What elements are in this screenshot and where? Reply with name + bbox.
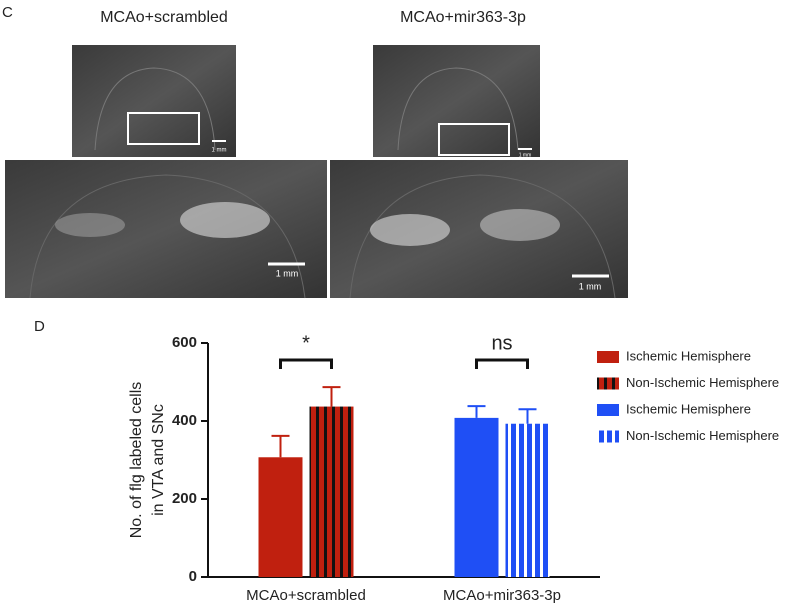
tissue-outline: [94, 67, 216, 151]
legend-swatch: [597, 351, 619, 363]
roi-box: [438, 123, 510, 156]
scale-label: 1 mm: [579, 281, 602, 291]
significance-label: *: [302, 332, 310, 354]
x-tick-label: MCAo+mir363-3p: [443, 587, 561, 604]
y-tick-label: 0: [189, 568, 197, 585]
labeled-cells: [480, 209, 560, 241]
significance-bracket: [475, 358, 529, 369]
bar: [505, 423, 550, 577]
y-tick-label: 200: [172, 490, 197, 507]
bar: [258, 457, 303, 577]
bar: [309, 406, 354, 577]
legend-label: Ischemic Hemisphere: [626, 348, 751, 363]
scale-label: 1 mm: [212, 148, 227, 154]
tissue-outline: [349, 174, 616, 299]
legend-swatch: [597, 430, 619, 443]
y-tick-label: 400: [172, 412, 197, 429]
micrograph: [373, 45, 540, 157]
significance-bracket: [279, 358, 333, 369]
x-tick-label: MCAo+scrambled: [246, 587, 366, 604]
scale-label: 1 mm: [276, 268, 299, 278]
y-axis-label: in VTA and SNc: [150, 404, 167, 516]
image-title: MCAo+scrambled: [100, 9, 228, 26]
scale-label: 1 mm: [519, 152, 532, 158]
panel-label: C: [2, 4, 13, 21]
roi-box: [127, 112, 200, 145]
legend-swatch: [597, 377, 619, 390]
labeled-cells: [55, 213, 125, 237]
labeled-cells: [370, 214, 450, 246]
bar: [454, 417, 499, 577]
micrograph: [72, 45, 236, 157]
y-tick-label: 600: [172, 334, 197, 351]
y-axis-label: No. of flg labeled cells: [128, 382, 145, 539]
significance-label: ns: [491, 332, 512, 354]
tissue-outline: [29, 174, 306, 299]
labeled-cells: [180, 202, 270, 238]
panel-label: D: [34, 318, 45, 335]
image-title: MCAo+mir363-3p: [400, 9, 526, 26]
legend-swatch: [597, 404, 619, 416]
legend-label: Non-Ischemic Hemisphere: [626, 428, 779, 443]
legend-label: Non-Ischemic Hemisphere: [626, 375, 779, 390]
tissue-outline: [397, 67, 519, 151]
legend-label: Ischemic Hemisphere: [626, 401, 751, 416]
